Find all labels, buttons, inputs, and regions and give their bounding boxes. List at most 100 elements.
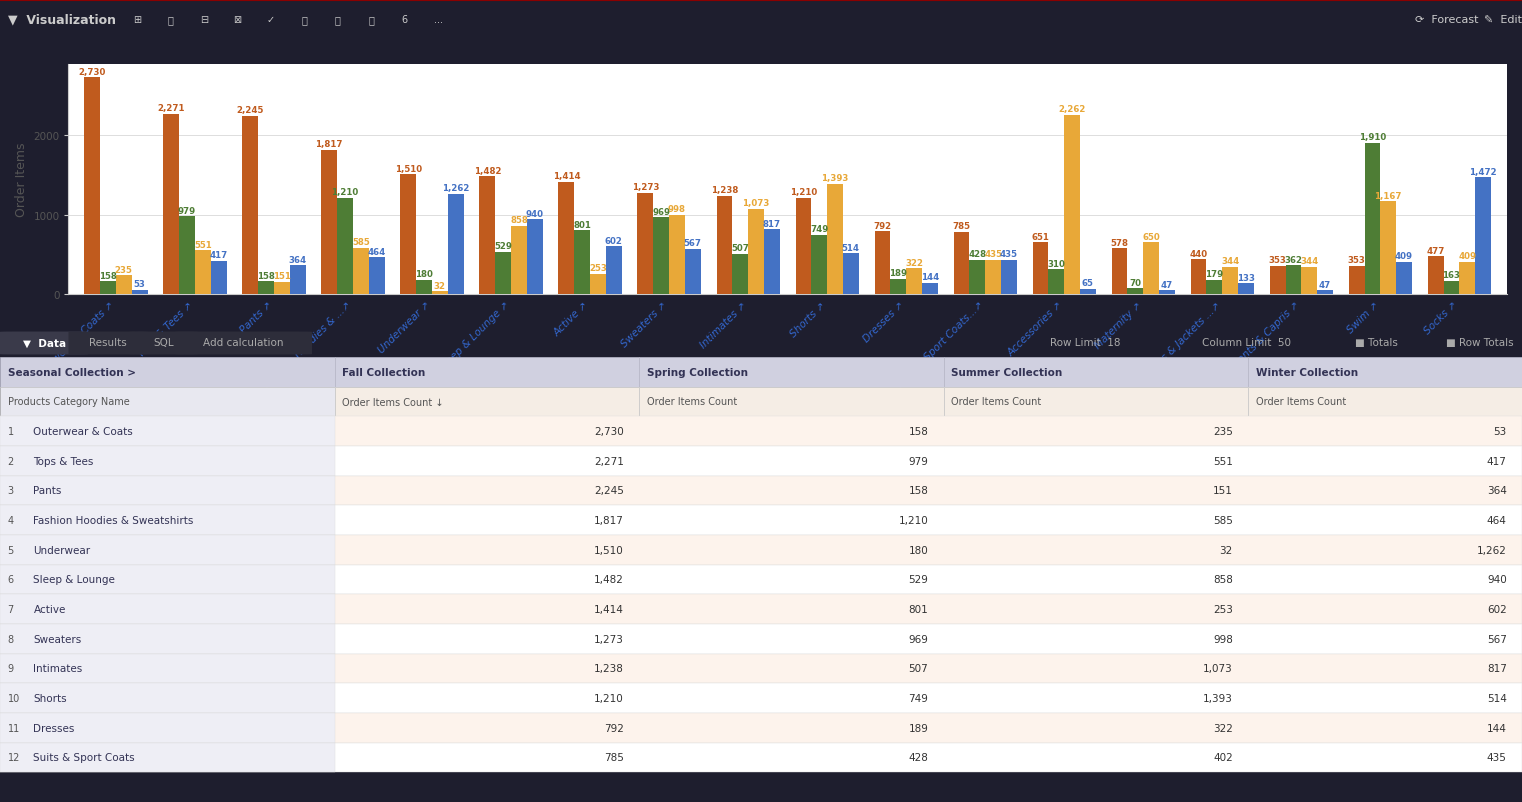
Bar <box>400 175 416 294</box>
Text: 567: 567 <box>683 239 702 248</box>
Text: ⌚: ⌚ <box>335 15 341 25</box>
Text: Underwear: Underwear <box>33 545 91 555</box>
Text: 📈: 📈 <box>301 15 307 25</box>
Bar <box>0 417 1522 447</box>
Bar <box>289 265 306 294</box>
Text: 428: 428 <box>909 752 928 763</box>
Text: 507: 507 <box>909 664 928 674</box>
Text: 792: 792 <box>604 723 624 733</box>
Text: 1,210: 1,210 <box>332 188 359 197</box>
Text: 402: 402 <box>1213 752 1233 763</box>
Bar <box>826 184 843 294</box>
Text: 551: 551 <box>193 241 212 249</box>
Text: 144: 144 <box>1487 723 1507 733</box>
FancyBboxPatch shape <box>0 332 88 355</box>
Text: ...: ... <box>434 15 443 25</box>
Text: 1,482: 1,482 <box>473 167 501 176</box>
Text: 11: 11 <box>8 723 20 733</box>
Text: 602: 602 <box>604 237 622 245</box>
Text: 477: 477 <box>1426 246 1444 255</box>
Bar <box>1365 144 1380 294</box>
Text: 6: 6 <box>402 15 408 25</box>
Text: 749: 749 <box>909 693 928 703</box>
Bar <box>163 115 180 294</box>
Bar <box>717 196 732 294</box>
Bar <box>1348 267 1365 294</box>
Text: 409: 409 <box>1458 252 1476 261</box>
Text: 651: 651 <box>1032 233 1050 241</box>
Bar <box>944 387 1248 417</box>
Text: 435: 435 <box>1000 249 1018 258</box>
Bar <box>132 290 148 294</box>
Bar <box>1317 291 1333 294</box>
Bar <box>259 282 274 294</box>
Bar <box>1207 281 1222 294</box>
Text: 2,262: 2,262 <box>1058 105 1085 114</box>
Text: 969: 969 <box>653 207 670 217</box>
Text: 817: 817 <box>1487 664 1507 674</box>
Text: Tops & Tees: Tops & Tees <box>33 456 94 466</box>
Bar <box>1064 115 1081 294</box>
FancyBboxPatch shape <box>129 332 198 355</box>
Text: 47: 47 <box>1320 281 1332 290</box>
Text: 53: 53 <box>1493 427 1507 436</box>
Text: 3: 3 <box>8 486 14 496</box>
Text: 235: 235 <box>114 265 132 274</box>
Text: 529: 529 <box>909 575 928 585</box>
Text: 158: 158 <box>99 272 117 281</box>
Text: 253: 253 <box>1213 605 1233 614</box>
Text: 2,245: 2,245 <box>236 106 263 115</box>
Text: 133: 133 <box>1237 273 1256 282</box>
Text: 435: 435 <box>985 249 1001 258</box>
Text: 253: 253 <box>589 264 607 273</box>
Text: 1,073: 1,073 <box>743 199 770 208</box>
Bar <box>954 233 970 294</box>
Bar <box>685 249 700 294</box>
Text: Dresses: Dresses <box>33 723 75 733</box>
Bar <box>1248 358 1522 387</box>
Text: Row Limit  18: Row Limit 18 <box>1050 338 1120 348</box>
Text: 158: 158 <box>909 427 928 436</box>
Bar <box>0 624 335 654</box>
Bar <box>1081 290 1096 294</box>
Text: Order Items Count: Order Items Count <box>647 397 737 407</box>
Bar <box>321 151 338 294</box>
Bar <box>0 387 335 417</box>
Bar <box>0 535 335 565</box>
Text: 179: 179 <box>1205 270 1224 279</box>
Bar <box>1428 257 1443 294</box>
Text: 1,262: 1,262 <box>1476 545 1507 555</box>
Text: 1,817: 1,817 <box>594 516 624 525</box>
Bar <box>0 654 335 683</box>
Text: 65: 65 <box>1082 279 1094 288</box>
Bar <box>0 713 1522 743</box>
Text: 417: 417 <box>1487 456 1507 466</box>
Text: Order Items Count: Order Items Count <box>951 397 1041 407</box>
Text: 409: 409 <box>1396 252 1412 261</box>
Bar <box>242 117 259 294</box>
Text: Suits & Sport Coats: Suits & Sport Coats <box>33 752 135 763</box>
Bar <box>0 476 1522 506</box>
Text: 310: 310 <box>1047 260 1065 269</box>
Bar <box>1301 267 1317 294</box>
Text: 163: 163 <box>1443 271 1461 280</box>
Text: 785: 785 <box>953 222 971 231</box>
Bar <box>479 177 495 294</box>
Text: 1,238: 1,238 <box>594 664 624 674</box>
Text: 858: 858 <box>1213 575 1233 585</box>
Text: Sweaters: Sweaters <box>33 634 82 644</box>
Text: 464: 464 <box>1487 516 1507 525</box>
Text: SQL: SQL <box>154 338 174 348</box>
Text: Fall Collection: Fall Collection <box>342 367 426 378</box>
Bar <box>1475 178 1492 294</box>
Bar <box>274 282 289 294</box>
Text: 2: 2 <box>8 456 14 466</box>
Bar <box>843 254 858 294</box>
Bar <box>195 251 210 294</box>
Bar <box>1269 267 1286 294</box>
Bar <box>1222 267 1237 294</box>
Text: 364: 364 <box>1487 486 1507 496</box>
Text: Spring Collection: Spring Collection <box>647 367 747 378</box>
Text: 53: 53 <box>134 280 146 289</box>
Text: 364: 364 <box>289 255 307 264</box>
